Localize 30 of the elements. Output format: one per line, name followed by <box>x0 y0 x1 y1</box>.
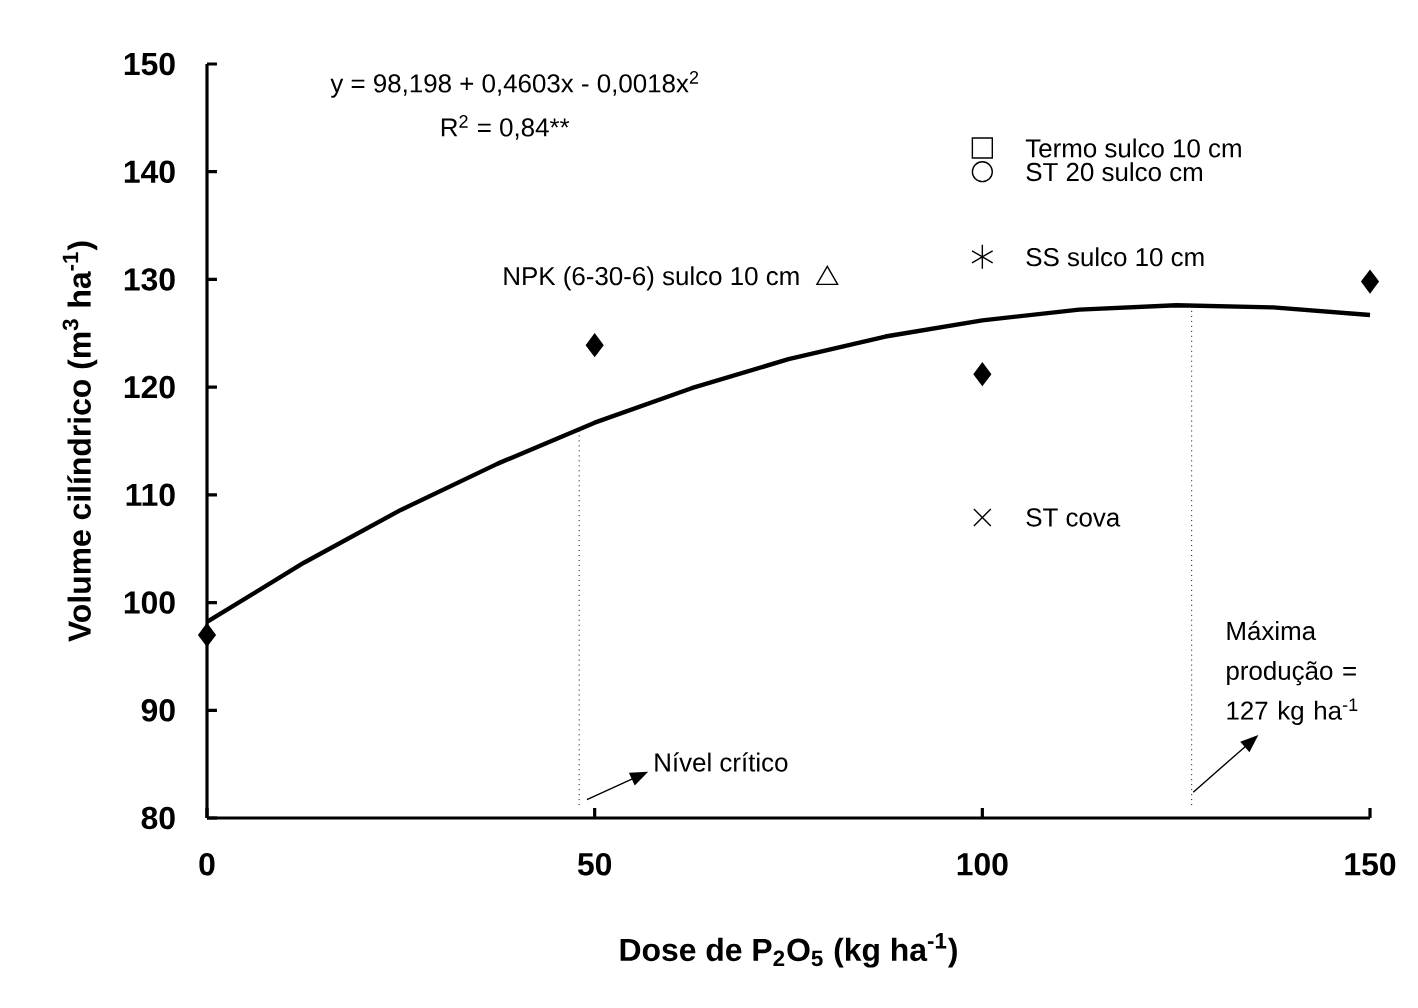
y-tick-label: 150 <box>124 52 175 76</box>
x-axis-title: Dose de P$_{2}$O$_{5}$ (kg ha$^{-1}$) <box>620 933 957 968</box>
annotation: y = 98,198 + 0,4603x - 0,0018x$^{2}$ <box>330 71 699 98</box>
series-label: Termo sulco 10 cm <box>1025 138 1241 158</box>
x-tick-label: 0 <box>199 852 215 876</box>
y-axis-title: Volume cilíndrico (m$^{3}$ ha$^{-1}$) <box>62 241 98 642</box>
series-label: ST cova <box>1026 508 1121 527</box>
point <box>1361 269 1379 294</box>
y-tick-label: 80 <box>141 806 175 830</box>
point <box>973 508 992 527</box>
ref-line-label: Máxima produção = 127 kg ha$^{-1}$ <box>1227 620 1358 725</box>
point <box>971 161 993 183</box>
point <box>973 362 992 386</box>
point <box>971 137 993 159</box>
series-label: NPK (6-30-6) sulco 10 cm <box>504 266 799 291</box>
annotation: R$^{2}$ = 0,84** <box>441 115 570 140</box>
x-tick-label: 150 <box>1345 852 1396 876</box>
series-label: ST 20 sulco cm <box>1026 162 1203 182</box>
y-tick-label: 140 <box>124 160 175 183</box>
y-tick-label: 100 <box>124 591 175 614</box>
point <box>585 333 604 357</box>
ref-line-label: Nível crítico <box>655 752 788 772</box>
x-tick-label: 100 <box>957 852 1008 876</box>
x-tick-label: 50 <box>577 852 612 876</box>
y-tick-label: 120 <box>124 375 175 399</box>
point <box>198 623 216 647</box>
y-tick-label: 110 <box>126 483 175 507</box>
legend-label: SS sulco 10 cm <box>1026 247 1204 267</box>
y-tick-label: 130 <box>124 268 175 291</box>
y-tick-label: 90 <box>141 699 175 722</box>
